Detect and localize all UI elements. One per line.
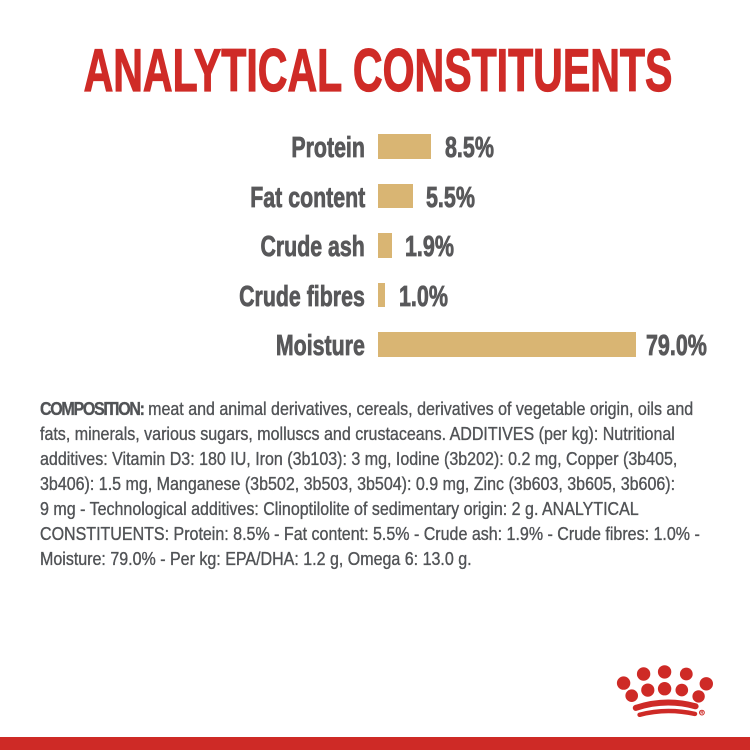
svg-text:R: R bbox=[700, 710, 703, 715]
